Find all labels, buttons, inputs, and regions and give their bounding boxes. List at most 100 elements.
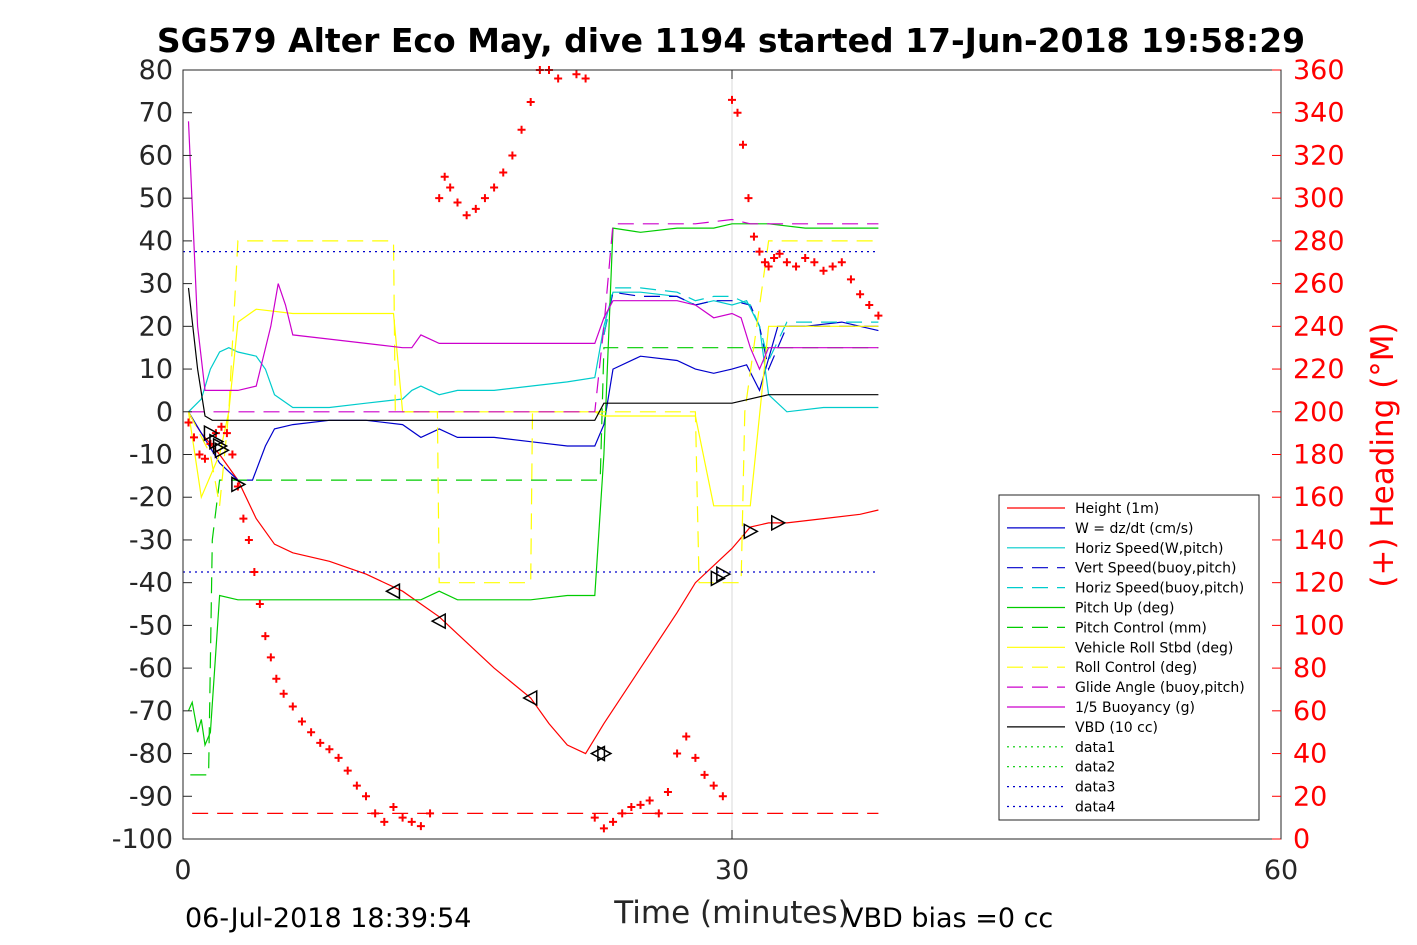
- heading-marker: [749, 232, 758, 241]
- heading-marker: [266, 653, 275, 662]
- heading-marker: [389, 802, 398, 811]
- legend-label: data2: [1075, 760, 1115, 776]
- left-tick-label: 40: [139, 226, 173, 257]
- heading-marker: [599, 824, 608, 833]
- heading-marker: [819, 266, 828, 275]
- event-marker: [384, 582, 401, 600]
- heading-marker: [471, 204, 480, 213]
- heading-marker: [590, 813, 599, 822]
- series-line-6: [190, 347, 879, 776]
- heading-marker: [526, 98, 535, 107]
- heading-marker: [261, 632, 270, 641]
- x-tick-label: 0: [174, 855, 191, 886]
- right-tick-label: 120: [1293, 568, 1345, 599]
- heading-marker: [627, 802, 636, 811]
- legend-label: data3: [1075, 780, 1115, 796]
- heading-marker: [837, 258, 846, 267]
- heading-marker: [499, 168, 508, 177]
- legend-label: data4: [1075, 800, 1116, 816]
- legend-label: Vehicle Roll Stbd (deg): [1075, 640, 1233, 656]
- series-line-0: [189, 415, 879, 755]
- heading-marker: [453, 198, 462, 207]
- right-tick-label: 40: [1293, 739, 1327, 770]
- left-tick-label: -70: [129, 696, 173, 727]
- left-tick-label: 30: [139, 269, 173, 300]
- heading-marker: [371, 809, 380, 818]
- heading-marker: [874, 311, 883, 320]
- legend-label: Glide Angle (buoy,pitch): [1075, 680, 1245, 696]
- event-marker: [231, 476, 247, 493]
- event-marker: [212, 437, 229, 455]
- heading-marker: [572, 70, 581, 79]
- heading-marker: [865, 300, 874, 309]
- right-tick-label: 260: [1293, 269, 1345, 300]
- heading-marker: [733, 108, 742, 117]
- heading-marker: [738, 140, 747, 149]
- heading-marker: [700, 770, 709, 779]
- legend-label: 1/5 Buoyancy (g): [1075, 700, 1195, 716]
- legend-label: Horiz Speed(buoy,pitch): [1075, 581, 1244, 597]
- heading-marker: [663, 788, 672, 797]
- heading-marker: [250, 567, 259, 576]
- event-marker: [716, 565, 732, 583]
- heading-marker: [856, 290, 865, 299]
- heading-marker: [673, 749, 682, 758]
- heading-marker: [517, 125, 526, 134]
- heading-marker: [228, 450, 237, 459]
- heading-marker: [362, 792, 370, 801]
- heading-marker: [343, 766, 352, 775]
- series-line-9: [188, 218, 879, 413]
- series-line-2: [188, 291, 879, 413]
- right-tick-label: 360: [1293, 55, 1345, 86]
- series-line-4: [603, 287, 879, 363]
- legend: Height (1m) W = dz/dt (cm/s) Horiz Speed(W…: [998, 494, 1260, 821]
- left-tick-label: -40: [129, 568, 173, 599]
- series-line-11: [187, 287, 879, 421]
- heading-marker: [744, 194, 753, 203]
- heading-marker: [255, 600, 264, 609]
- heading-marker: [325, 745, 334, 754]
- heading-marker: [279, 689, 288, 698]
- heading-marker: [416, 822, 425, 831]
- legend-box: [998, 494, 1260, 821]
- legend-label: data1: [1075, 740, 1115, 756]
- left-tick-label: -90: [129, 781, 173, 812]
- left-tick-label: -20: [129, 482, 173, 513]
- heading-marker: [764, 262, 773, 271]
- heading-marker: [462, 211, 471, 220]
- left-tick-label: 60: [139, 140, 173, 171]
- right-tick-label: 80: [1293, 653, 1327, 684]
- heading-marker: [775, 249, 784, 258]
- left-tick-label: 10: [139, 354, 173, 385]
- legend-label: Roll Control (deg): [1075, 660, 1197, 676]
- event-marker: [710, 570, 726, 587]
- heading-marker: [760, 258, 769, 267]
- heading-marker: [272, 674, 281, 683]
- right-tick-label: 240: [1293, 311, 1345, 342]
- heading-marker: [609, 817, 618, 826]
- heading-marker: [709, 781, 718, 790]
- left-tick-label: -100: [112, 824, 173, 855]
- heading-marker: [398, 813, 407, 822]
- heading-marker: [618, 809, 627, 818]
- right-tick-label: 300: [1293, 183, 1345, 214]
- heading-marker: [217, 422, 226, 431]
- left-tick-label: 20: [139, 311, 173, 342]
- heading-marker: [490, 183, 499, 192]
- right-tick-label: 180: [1293, 440, 1345, 471]
- heading-marker: [195, 450, 204, 459]
- heading-marker: [352, 781, 361, 790]
- left-tick-label: 70: [139, 98, 173, 129]
- event-marker: [209, 433, 225, 450]
- heading-marker: [846, 275, 855, 284]
- series-layer: [183, 121, 879, 814]
- left-tick-label: 80: [139, 55, 173, 86]
- heading-marker: [801, 253, 810, 262]
- right-tick-label: 20: [1293, 781, 1327, 812]
- right-tick-label: 60: [1293, 696, 1327, 727]
- x-tick-label: 60: [1264, 855, 1298, 886]
- heading-marker: [480, 194, 489, 203]
- legend-label: Horiz Speed(W,pitch): [1075, 541, 1223, 557]
- series-line-10: [187, 121, 879, 391]
